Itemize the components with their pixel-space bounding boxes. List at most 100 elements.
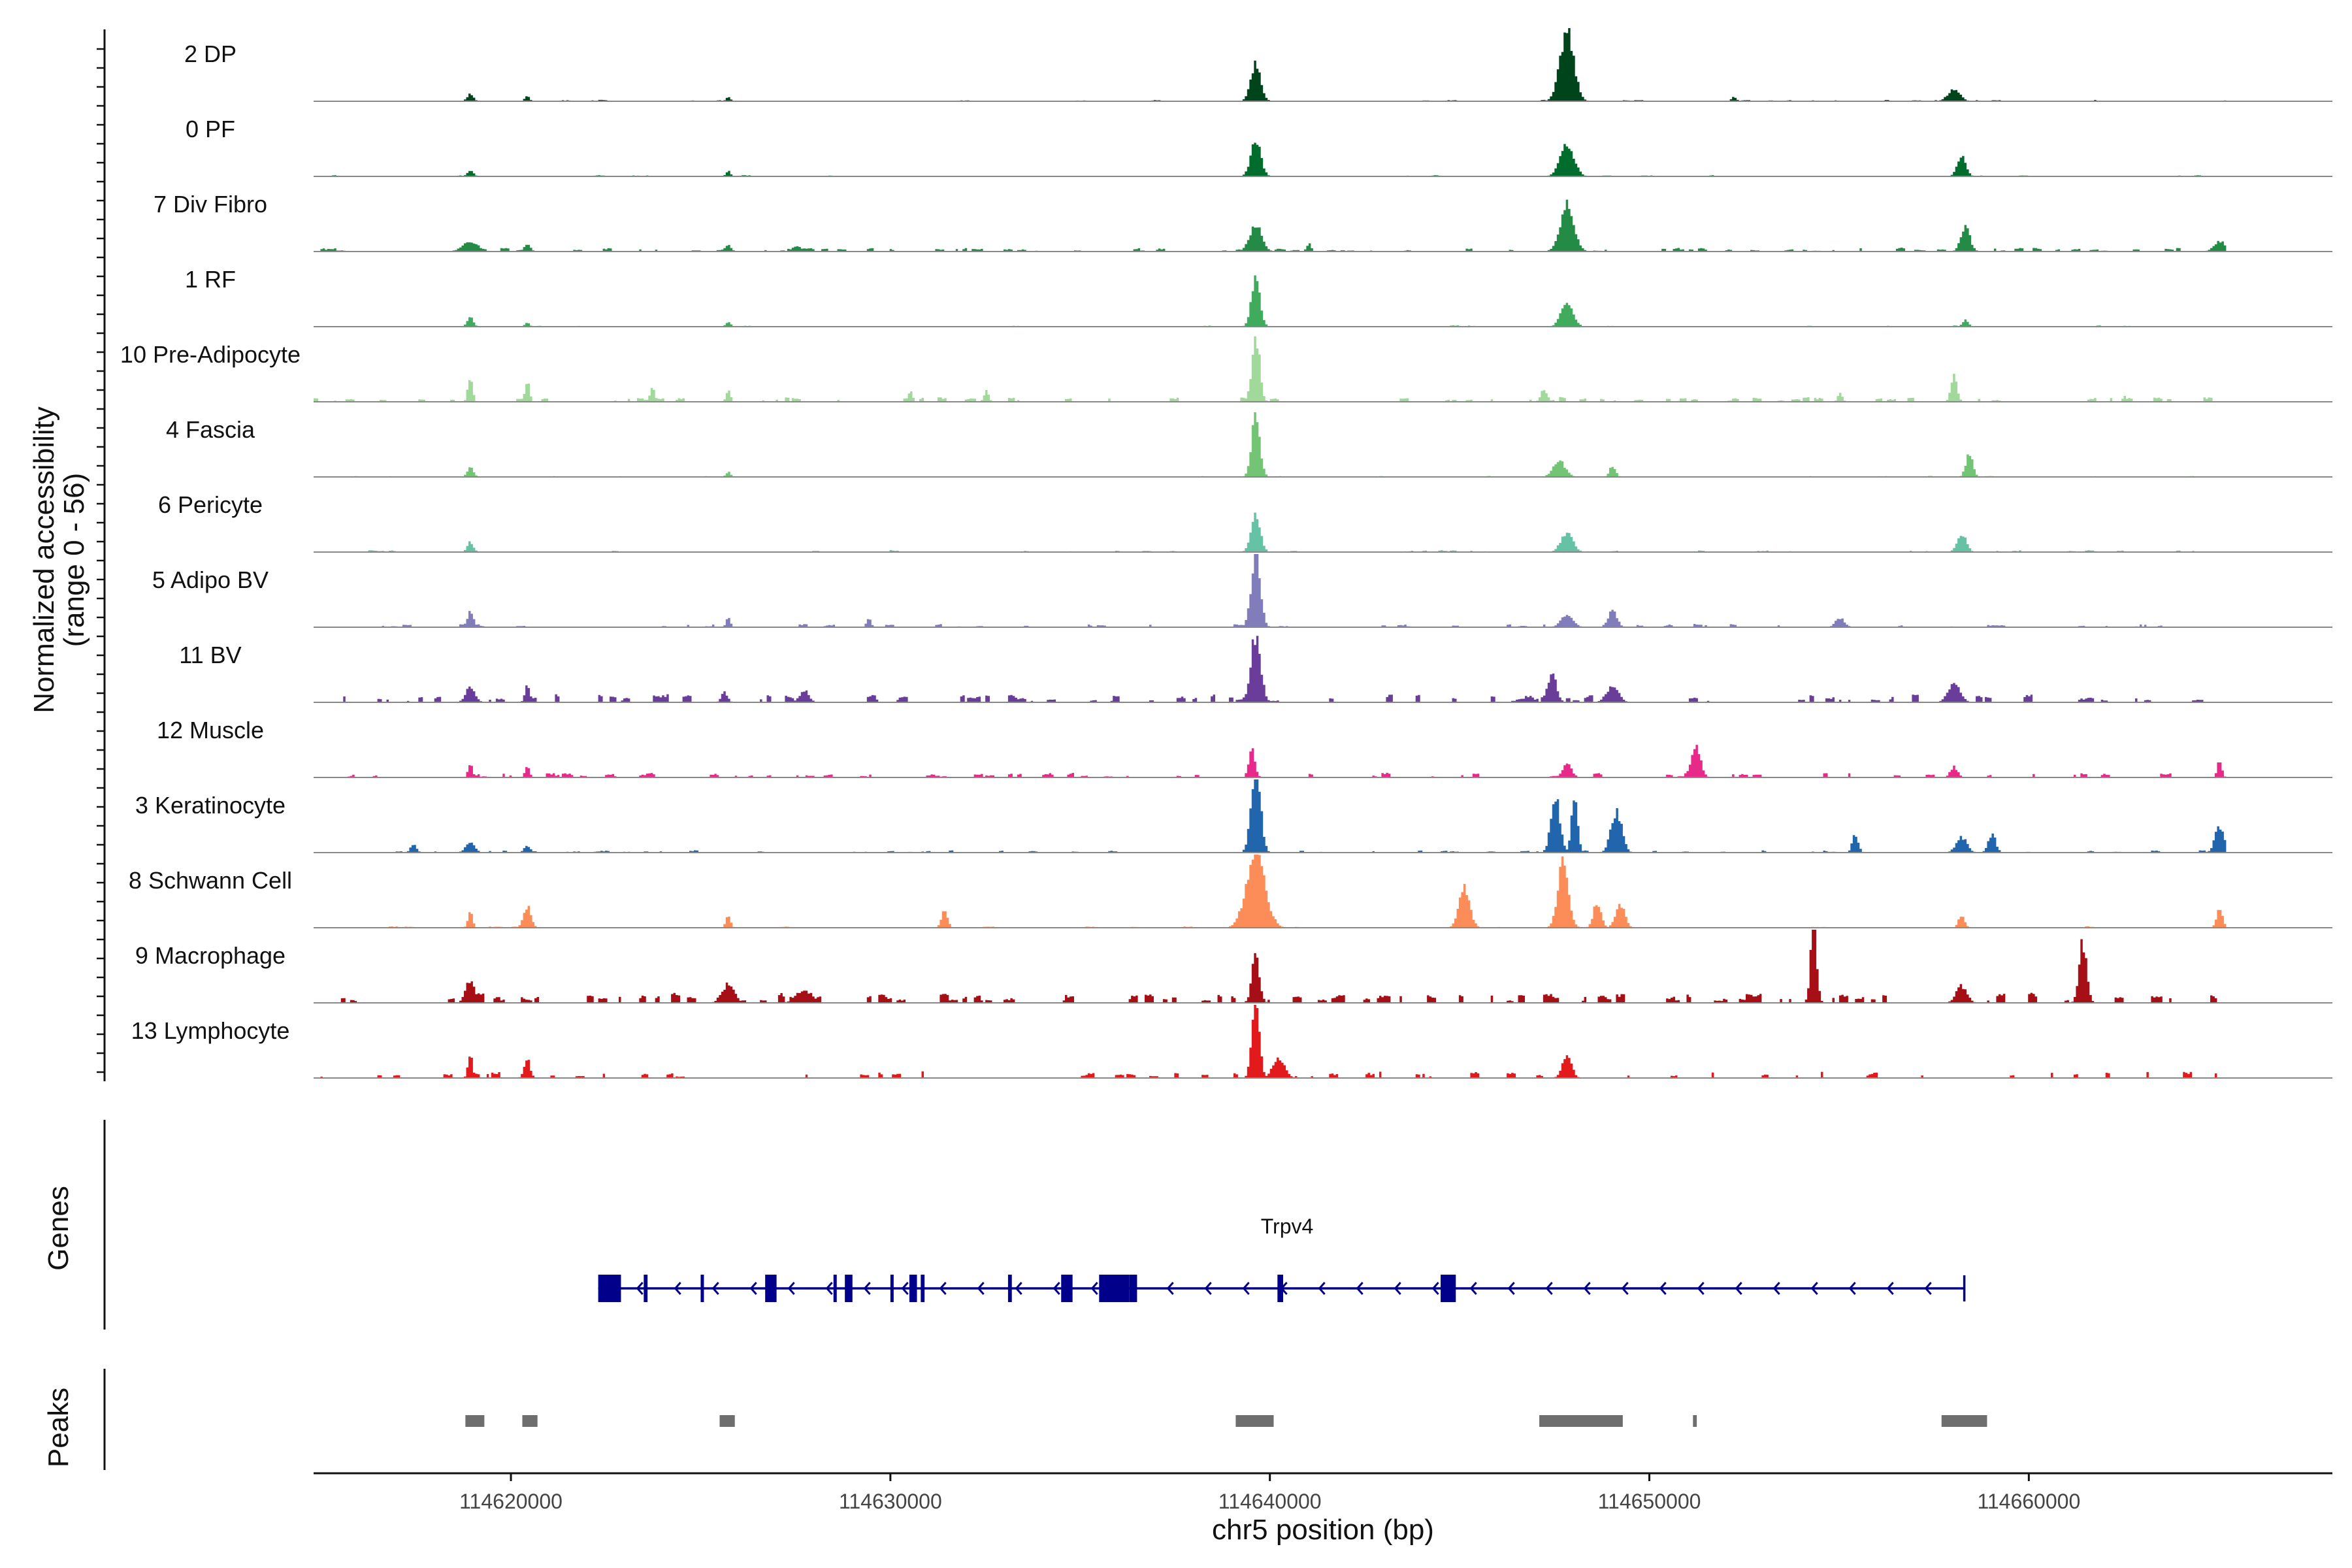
coverage-track: 0 PF: [186, 116, 2332, 177]
gene-strand-chevron: [1242, 1282, 1250, 1295]
gene-exon: [1277, 1275, 1284, 1302]
x-axis-tick-label: 114650000: [1598, 1490, 1701, 1513]
coverage-area: [314, 275, 2227, 327]
coverage-track: 5 Adipo BV: [152, 554, 2332, 628]
x-axis-tick-label: 114640000: [1218, 1490, 1322, 1513]
gene-strand-chevron: [1507, 1282, 1515, 1295]
coverage-track: 3 Keratinocyte: [135, 779, 2332, 853]
gene-strand-chevron: [1469, 1282, 1477, 1295]
peak-region: [1941, 1415, 1987, 1427]
gene-strand-chevron: [1356, 1282, 1364, 1295]
track-label: 6 Pericyte: [158, 491, 263, 518]
coverage-area: [314, 336, 2227, 402]
gene-strand-chevron: [674, 1282, 681, 1295]
y-axis-title-line1: Normalized accessibility: [28, 406, 60, 713]
coverage-track: 11 BV: [179, 636, 2332, 703]
track-label: 8 Schwann Cell: [129, 867, 292, 894]
gene-strand-chevron: [1848, 1282, 1856, 1295]
gene-exon: [890, 1275, 894, 1302]
gene-exon: [1129, 1275, 1137, 1302]
gene-strand-chevron: [1318, 1282, 1326, 1295]
coverage-tracks: 2 DP 0 PF 7 Div Fibro 1 RF 10 Pre-Adipocyte 4…: [120, 28, 2332, 1079]
track-label: 13 Lymphocyte: [131, 1017, 290, 1044]
gene-exon: [1441, 1275, 1456, 1302]
gene-exon: [1007, 1275, 1012, 1302]
gene-track: Trpv4: [598, 1215, 1966, 1302]
coverage-area: [314, 930, 2227, 1003]
gene-exon: [700, 1275, 704, 1302]
gene-exon: [845, 1275, 853, 1302]
coverage-track: 12 Muscle: [157, 717, 2332, 778]
gene-exon: [921, 1275, 925, 1302]
gene-strand-chevron: [1772, 1282, 1780, 1295]
gene-strand-chevron: [1697, 1282, 1705, 1295]
gene-strand-chevron: [1621, 1282, 1629, 1295]
gene-strand-chevron: [1015, 1282, 1022, 1295]
track-label: 10 Pre-Adipocyte: [120, 341, 301, 368]
gene-exon: [765, 1275, 777, 1302]
coverage-area: [314, 512, 2227, 552]
gene-strand-chevron: [749, 1282, 757, 1295]
track-label: 0 PF: [186, 116, 235, 142]
coverage-area: [314, 745, 2227, 777]
peak-region: [719, 1415, 735, 1427]
coverage-track: 7 Div Fibro: [154, 191, 2332, 252]
peaks-track: [465, 1415, 1987, 1427]
coverage-track: 2 DP: [184, 28, 2332, 102]
track-label: 9 Macrophage: [135, 942, 286, 969]
coverage-area: [314, 28, 2227, 101]
y-axis-title-line2: (range 0 - 56): [58, 473, 90, 647]
gene-strand-chevron: [939, 1282, 947, 1295]
coverage-track: 9 Macrophage: [135, 930, 2332, 1004]
gene-exon: [1061, 1275, 1073, 1302]
genes-panel-label: Genes: [42, 1186, 74, 1271]
gene-strand-chevron: [787, 1282, 795, 1295]
x-axis-tick-label: 114630000: [839, 1490, 942, 1513]
track-label: 5 Adipo BV: [152, 566, 269, 593]
coverage-area: [314, 412, 2227, 477]
gene-exon: [833, 1275, 837, 1302]
gene-strand-chevron: [1583, 1282, 1591, 1295]
coverage-area: [314, 142, 2227, 176]
coverage-track: 6 Pericyte: [158, 491, 2332, 553]
gene-strand-chevron: [977, 1282, 985, 1295]
gene-strand-chevron: [1204, 1282, 1212, 1295]
gene-exon: [644, 1275, 648, 1302]
track-label: 4 Fascia: [166, 416, 255, 443]
gene-strand-chevron: [1735, 1282, 1742, 1295]
x-axis-title: chr5 position (bp): [1212, 1514, 1434, 1546]
track-label: 7 Div Fibro: [154, 191, 267, 218]
gene-strand-chevron: [1886, 1282, 1894, 1295]
gene-strand-chevron: [1659, 1282, 1667, 1295]
coverage-track: 8 Schwann Cell: [129, 855, 2332, 928]
coverage-track: 10 Pre-Adipocyte: [120, 336, 2332, 402]
peak-region: [465, 1415, 485, 1427]
gene-strand-chevron: [1053, 1282, 1060, 1295]
track-label: 1 RF: [185, 266, 236, 293]
coverage-track: 13 Lymphocyte: [131, 1005, 2332, 1079]
gene-strand-chevron: [711, 1282, 719, 1295]
gene-strand-chevron: [1394, 1282, 1401, 1295]
peak-region: [1693, 1415, 1697, 1427]
gene-exon: [909, 1275, 917, 1302]
peak-region: [522, 1415, 538, 1427]
gene-strand-chevron: [1090, 1282, 1098, 1295]
x-axis-tick-label: 114660000: [1977, 1490, 2080, 1513]
gene-strand-chevron: [1545, 1282, 1553, 1295]
gene-strand-chevron: [1166, 1282, 1174, 1295]
coverage-area: [314, 855, 2227, 928]
x-axis-tick-label: 114620000: [459, 1490, 563, 1513]
gene-strand-chevron: [863, 1282, 871, 1295]
coverage-area: [314, 636, 2227, 702]
coverage-area: [314, 1005, 2227, 1078]
gene-strand-chevron: [901, 1282, 909, 1295]
coverage-area: [314, 779, 2227, 853]
coverage-track: 4 Fascia: [166, 412, 2332, 478]
peak-region: [1235, 1415, 1274, 1427]
gene-strand-chevron: [1924, 1282, 1932, 1295]
track-label: 11 BV: [179, 642, 241, 668]
coverage-area: [314, 199, 2227, 252]
gene-exon: [1099, 1275, 1130, 1302]
peaks-panel-label: Peaks: [42, 1388, 74, 1467]
